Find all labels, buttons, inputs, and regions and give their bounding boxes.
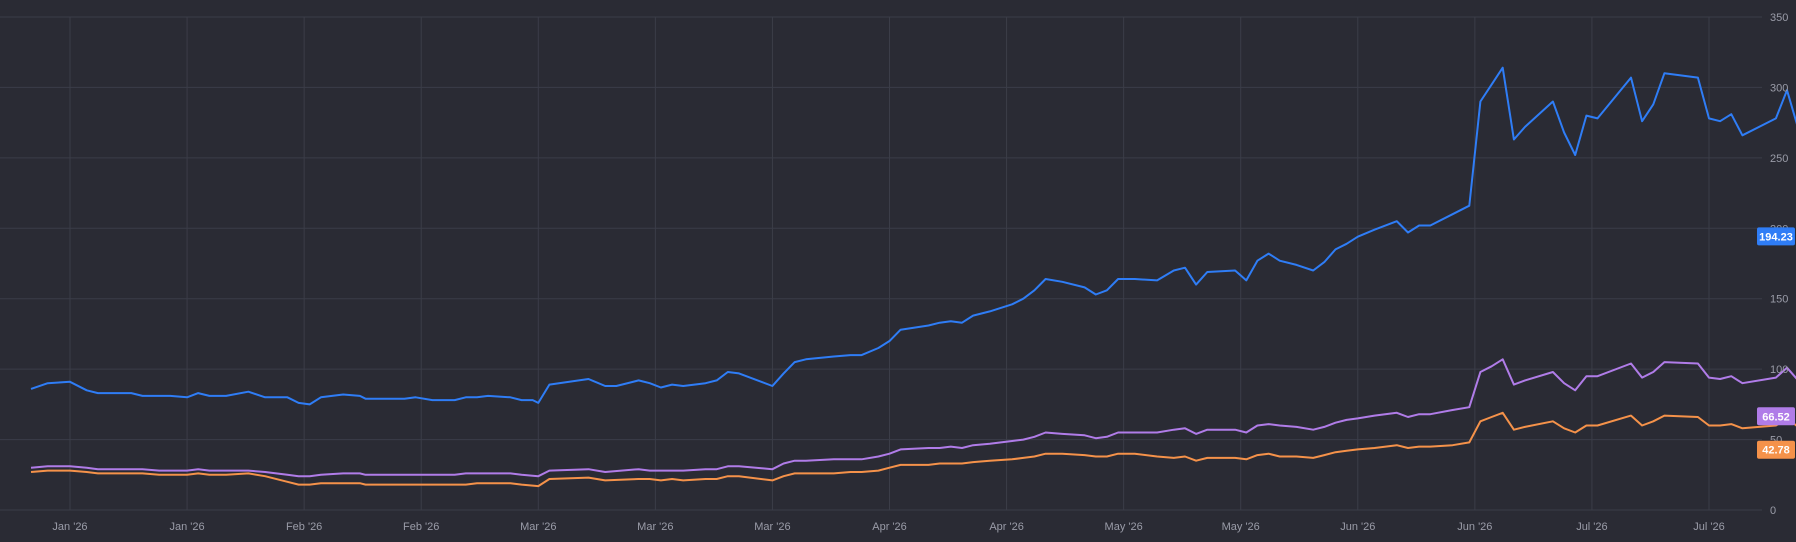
last-value-label: 194.23 — [1759, 231, 1793, 243]
y-tick-label: 300 — [1770, 82, 1788, 94]
series-line-2 — [30, 358, 1796, 478]
grid — [0, 16, 1762, 511]
x-tick-label: Jun '26 — [1457, 521, 1492, 533]
x-tick-label: Mar '26 — [520, 521, 556, 533]
last-value-labels: 194.23 66.52 42.78 — [1757, 227, 1795, 459]
x-tick-label: May '26 — [1222, 521, 1260, 533]
series-line-3 — [30, 411, 1796, 488]
y-tick-label: 100 — [1770, 364, 1788, 376]
last-value-badge — [1757, 227, 1795, 246]
last-value-label: 42.78 — [1762, 445, 1790, 457]
y-tick-label: 250 — [1770, 153, 1788, 165]
x-tick-label: Jan '26 — [52, 521, 87, 533]
x-tick-label: Apr '26 — [989, 521, 1024, 533]
y-tick-label: 0 — [1770, 505, 1776, 517]
x-tick-label: Mar '26 — [754, 521, 790, 533]
series-line-1 — [30, 66, 1796, 406]
x-tick-label: Jul '26 — [1693, 521, 1724, 533]
x-tick-label: Feb '26 — [286, 521, 322, 533]
y-tick-label: 350 — [1770, 12, 1788, 24]
series-group — [30, 66, 1796, 488]
x-tick-label: May '26 — [1105, 521, 1143, 533]
x-tick-label: Jan '26 — [170, 521, 205, 533]
x-tick-label: Feb '26 — [403, 521, 439, 533]
x-tick-label: Apr '26 — [872, 521, 907, 533]
last-value-badge — [1757, 407, 1795, 426]
last-value-label: 66.52 — [1762, 411, 1790, 423]
x-tick-label: Jul '26 — [1576, 521, 1607, 533]
y-tick-label: 150 — [1770, 294, 1788, 306]
last-value-badge — [1757, 440, 1795, 459]
x-tick-label: Mar '26 — [637, 521, 673, 533]
x-tick-label: Jun '26 — [1340, 521, 1375, 533]
